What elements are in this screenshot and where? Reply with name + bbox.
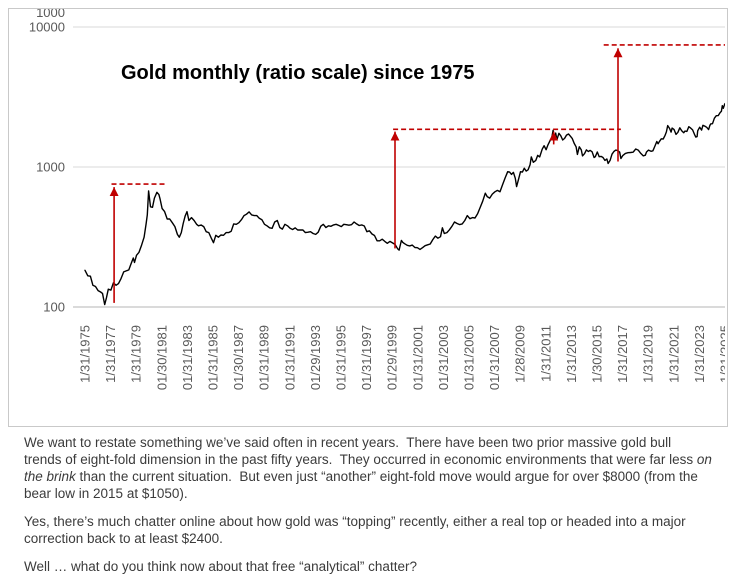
x-tick-label: 01/30/1987 (231, 325, 246, 390)
x-tick-label: 01/31/1989 (257, 325, 272, 390)
x-tick-label: 01/31/2007 (487, 325, 502, 390)
x-tick-label: 1/31/2019 (641, 325, 656, 383)
p1-text: We want to restate something we’ve said … (24, 435, 697, 467)
p1-italic-text: on the brink (24, 452, 716, 484)
x-tick-label: 1/31/2011 (538, 325, 553, 382)
x-tick-label: 01/31/1995 (334, 325, 349, 390)
x-tick-label: 01/31/2003 (436, 325, 451, 390)
x-tick-label: 1/31/2013 (564, 325, 579, 383)
paragraph-3: Well … what do you think now about that … (24, 559, 417, 574)
x-tick-label: 01/31/2001 (410, 325, 425, 390)
chart-panel: 10000 1000 100 1000 1/31/1975 1/31/1977 1/31… (8, 8, 728, 427)
chart-title: Gold monthly (ratio scale) since 1975 (121, 62, 474, 84)
commentary: We want to restate something we’ve said … (24, 434, 712, 586)
y-axis-top-partial-label: 1000 (36, 9, 65, 20)
x-tick-label: 01/29/1993 (308, 325, 323, 390)
x-tick-label: 1/31/1979 (129, 325, 144, 383)
x-tick-label: 01/31/1991 (282, 325, 297, 390)
x-tick-label: 01/31/1985 (206, 325, 221, 390)
y-tick-label: 1000 (36, 160, 65, 175)
x-tick-label: 1/31/1975 (78, 325, 93, 383)
x-tick-label: 01/31/1983 (180, 325, 195, 390)
x-tick-label: 1/31/2023 (692, 325, 707, 383)
x-tick-label: 1/31/2021 (666, 325, 681, 383)
x-tick-label: 1/30/2015 (590, 325, 605, 383)
x-tick-label: 01/30/1981 (154, 325, 169, 390)
paragraph-2: Yes, there’s much chatter online about h… (24, 514, 690, 546)
x-tick-label: 01/31/1997 (359, 325, 374, 390)
x-tick-label: 01/29/1999 (385, 325, 400, 390)
paragraph-1: We want to restate something we’ve said … (24, 434, 712, 502)
y-tick-label: 10000 (29, 20, 65, 35)
p1-text-cont: than the current situation. But even jus… (24, 469, 702, 501)
x-tick-label: 1/31/1977 (103, 325, 118, 383)
x-tick-label: 1/28/2009 (513, 325, 528, 383)
x-tick-label: 1/31/2025 (718, 325, 726, 383)
x-tick-labels-group: 1/31/1975 1/31/1977 1/31/1979 01/30/1981 01/… (78, 325, 726, 390)
gridlines-group: 10000 1000 100 (29, 20, 725, 315)
gold-price-line (84, 102, 725, 306)
annotations-group (109, 44, 725, 303)
x-tick-label: 01/31/2005 (462, 325, 477, 390)
y-tick-label: 100 (43, 300, 65, 315)
x-tick-label: 1/31/2017 (615, 325, 630, 383)
